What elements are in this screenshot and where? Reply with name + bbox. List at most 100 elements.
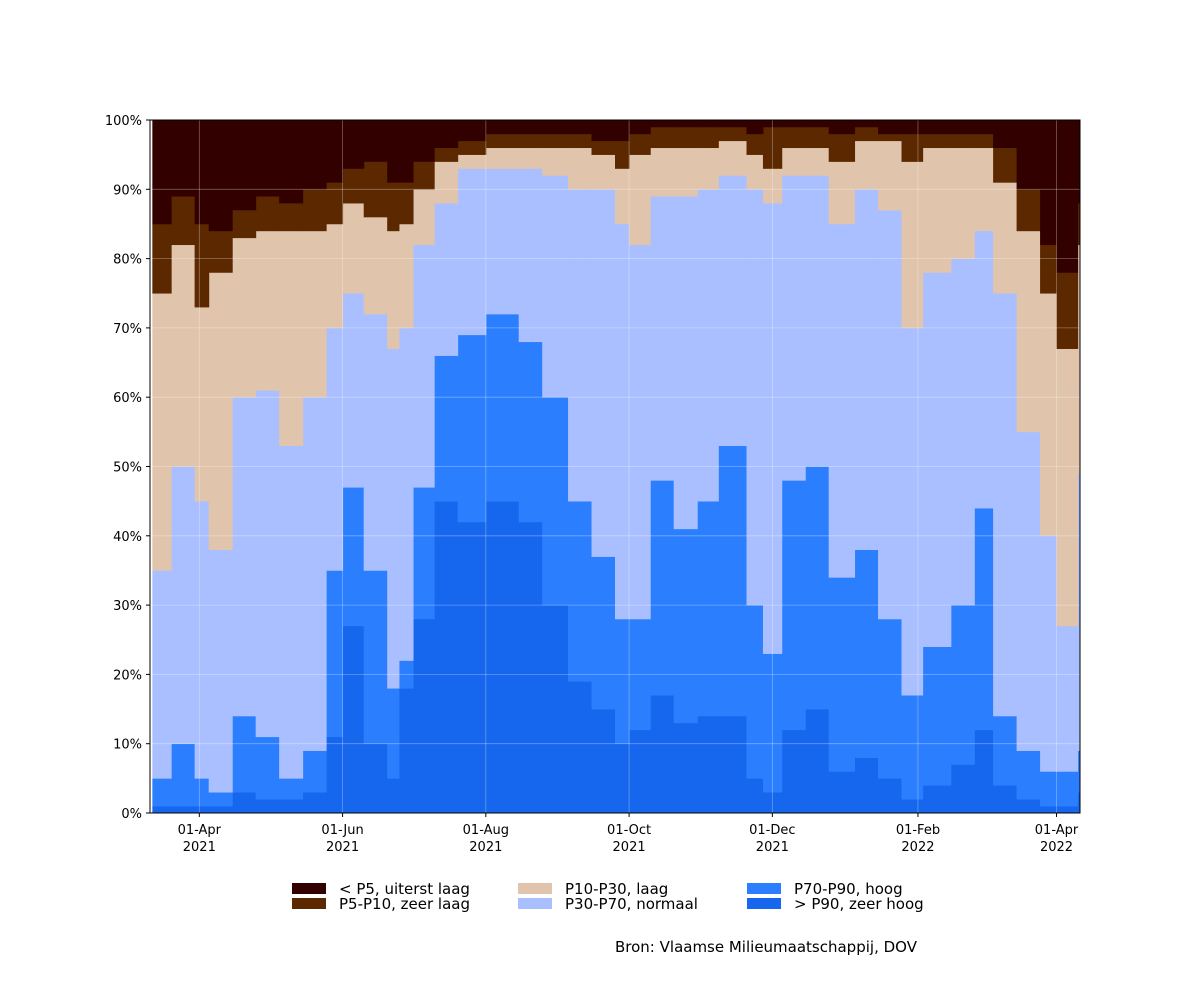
area-segment	[901, 120, 924, 135]
area-segment	[363, 161, 388, 218]
area-segment	[878, 778, 903, 814]
area-segment	[878, 140, 903, 211]
area-segment	[398, 182, 414, 225]
area-segment	[342, 293, 365, 488]
area-segment	[828, 771, 856, 814]
area-segment	[922, 133, 952, 149]
area-segment	[922, 147, 952, 273]
x-tick-label: 2021	[183, 840, 216, 855]
area-segment	[232, 210, 257, 239]
area-segment	[457, 521, 487, 814]
area-segment	[762, 792, 783, 814]
area-segment	[650, 147, 675, 197]
area-segment	[974, 230, 994, 509]
area-segment	[152, 120, 172, 225]
area-segment	[542, 120, 569, 135]
area-segment	[629, 154, 651, 246]
area-segment	[697, 120, 719, 128]
area-segment	[398, 660, 414, 689]
x-tick-label: 01-Oct	[607, 823, 651, 838]
area-segment	[615, 168, 630, 225]
area-segment	[828, 577, 856, 772]
area-segment	[208, 806, 233, 814]
area-segment	[342, 168, 365, 204]
y-tick-label: 0%	[121, 807, 142, 822]
area-segment	[152, 778, 172, 807]
area-segment	[457, 140, 487, 155]
area-segment	[485, 133, 520, 149]
area-segment	[518, 521, 543, 814]
area-segment	[457, 334, 487, 523]
area-segment	[629, 618, 651, 731]
area-segment	[255, 196, 280, 232]
area-segment	[901, 695, 924, 800]
area-segment	[950, 120, 975, 135]
area-segment	[878, 618, 903, 779]
area-segment	[152, 293, 172, 571]
area-segment	[1077, 473, 1081, 751]
area-segment	[878, 133, 903, 142]
area-segment	[194, 501, 210, 779]
area-segment	[302, 189, 327, 232]
area-segment	[568, 189, 593, 502]
area-segment	[762, 203, 783, 654]
area-segment	[194, 223, 210, 308]
area-segment	[434, 120, 459, 149]
area-segment	[650, 695, 675, 814]
area-segment	[194, 307, 210, 502]
area-segment	[922, 785, 952, 814]
legend-swatch	[518, 883, 552, 894]
area-segment	[878, 120, 903, 135]
area-segment	[255, 390, 280, 738]
legend-label: P10-P30, laag	[565, 880, 668, 898]
area-segment	[922, 272, 952, 647]
area-segment	[673, 196, 698, 530]
area-segment	[629, 120, 651, 135]
y-tick-label: 90%	[113, 183, 142, 198]
y-tick-label: 50%	[113, 461, 142, 476]
area-segment	[922, 120, 952, 135]
area-segment	[650, 120, 675, 128]
area-segment	[413, 189, 435, 246]
area-segment	[673, 722, 698, 814]
area-segment	[485, 501, 520, 814]
area-segment	[718, 120, 748, 128]
area-segment	[413, 487, 435, 620]
area-segment	[922, 646, 952, 786]
area-segment	[208, 120, 233, 232]
area-segment	[255, 120, 280, 197]
area-segment	[629, 244, 651, 620]
area-segment	[398, 688, 414, 814]
area-segment	[993, 785, 1018, 814]
area-segment	[1077, 792, 1081, 814]
area-segment	[1077, 750, 1081, 793]
area-segment	[279, 203, 304, 232]
area-segment	[746, 154, 764, 190]
area-segment	[591, 556, 616, 710]
x-tick-label: 01-Dec	[749, 823, 795, 838]
area-segment	[342, 203, 365, 294]
area-segment	[152, 570, 172, 779]
area-segment	[457, 154, 487, 169]
area-segment	[568, 133, 593, 149]
area-segment	[1056, 272, 1079, 349]
x-tick-label: 01-Jun	[321, 823, 363, 838]
area-segment	[457, 168, 487, 336]
area-segment	[342, 120, 365, 169]
area-segment	[568, 501, 593, 682]
area-segment	[302, 792, 327, 814]
area-segment	[171, 196, 196, 246]
area-segment	[171, 244, 196, 467]
area-segment	[232, 397, 257, 717]
area-segment	[434, 161, 459, 204]
area-segment	[854, 549, 879, 758]
area-segment	[697, 501, 719, 717]
area-segment	[1056, 771, 1079, 807]
area-segment	[279, 799, 304, 814]
area-segment	[398, 327, 414, 661]
area-segment	[568, 681, 593, 814]
area-segment	[518, 168, 543, 343]
area-segment	[746, 133, 764, 155]
area-segment	[781, 120, 806, 128]
